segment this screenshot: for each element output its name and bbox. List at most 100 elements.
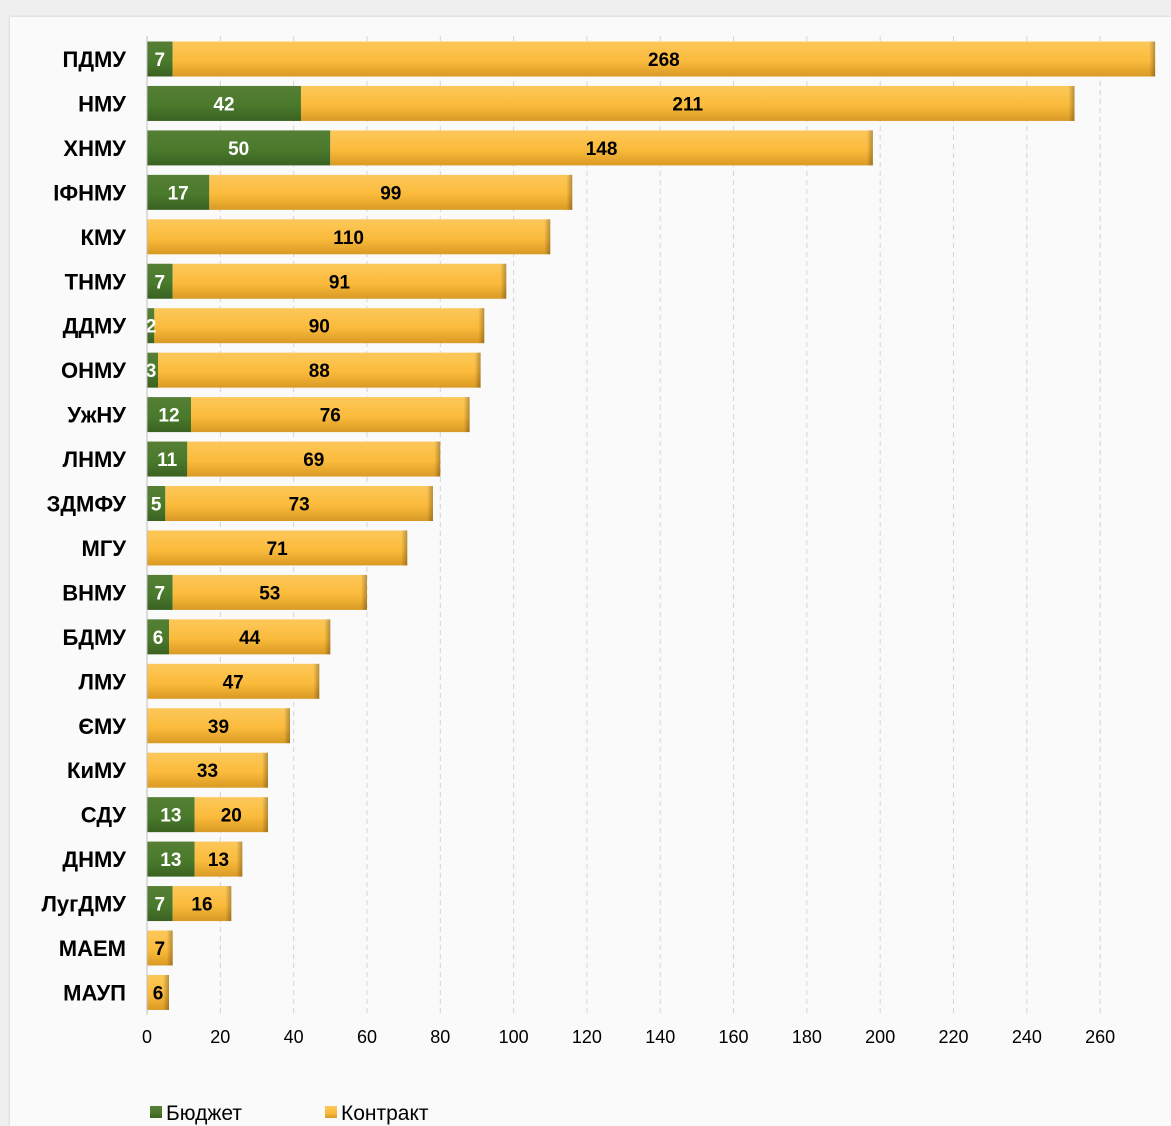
bar-contract-edge <box>1149 41 1156 77</box>
bar-contract-edge <box>463 397 470 433</box>
legend-item-budget: Бюджет <box>166 1102 242 1125</box>
bar-contract <box>168 619 331 655</box>
data-label-contract: 20 <box>221 806 242 827</box>
bar-contract <box>172 886 232 922</box>
category-label: БДМУ <box>63 625 127 650</box>
x-tick-label: 0 <box>142 1027 152 1047</box>
data-label-budget: 7 <box>155 895 166 916</box>
x-tick-label: 20 <box>210 1027 230 1047</box>
bar-contract <box>300 85 1075 121</box>
bar-budget <box>147 41 173 77</box>
data-label-budget: 12 <box>158 406 179 427</box>
category-label: ДНМУ <box>62 847 126 872</box>
bar-contract <box>147 219 551 255</box>
category-label: ЗДМФУ <box>47 492 127 517</box>
data-label-contract: 13 <box>208 850 229 871</box>
data-label-contract: 6 <box>153 983 164 1004</box>
bar-contract <box>190 397 470 433</box>
bar-budget <box>147 85 301 121</box>
bar-budget <box>147 797 195 833</box>
category-label: МГУ <box>82 536 127 561</box>
data-label-budget: 7 <box>155 50 166 71</box>
data-label-contract: 148 <box>586 139 618 160</box>
category-label: ХНМУ <box>63 136 126 161</box>
bar-contract <box>147 663 320 699</box>
data-label-contract: 16 <box>191 895 212 916</box>
bar-contract <box>194 841 243 877</box>
data-label-budget: 3 <box>146 361 157 382</box>
x-tick-label: 200 <box>865 1027 895 1047</box>
category-label: КиМУ <box>67 758 126 783</box>
data-label-contract: 69 <box>303 450 324 471</box>
data-label-contract: 90 <box>309 317 330 338</box>
category-label: НМУ <box>78 91 126 116</box>
legend-swatch <box>150 1106 162 1118</box>
category-label: ЛМУ <box>79 669 127 694</box>
legend-item-contract: Контракт <box>341 1102 429 1125</box>
bar-contract <box>157 352 481 388</box>
bar-contract <box>147 752 268 788</box>
x-tick-label: 180 <box>792 1027 822 1047</box>
x-tick-label: 60 <box>357 1027 377 1047</box>
bar-contract-edge <box>1068 85 1075 121</box>
bar-budget <box>147 619 169 655</box>
category-label: МАЕМ <box>59 936 126 961</box>
data-label-contract: 211 <box>672 94 703 115</box>
bar-budget <box>147 886 173 922</box>
bar-contract <box>194 797 268 833</box>
bar-contract-edge <box>236 841 243 877</box>
data-label-contract: 7 <box>155 939 166 960</box>
data-label-contract: 71 <box>267 539 289 560</box>
data-label-budget: 2 <box>146 317 157 338</box>
x-tick-label: 260 <box>1085 1027 1115 1047</box>
data-label-budget: 13 <box>160 850 181 871</box>
bar-contract <box>165 486 433 521</box>
bar-budget <box>147 841 195 877</box>
x-tick-label: 120 <box>572 1027 602 1047</box>
category-label: ПДМУ <box>63 47 127 72</box>
x-tick-label: 160 <box>719 1027 749 1047</box>
bar-contract-edge <box>474 352 481 388</box>
bar-contract-edge <box>313 663 320 699</box>
data-label-contract: 76 <box>320 406 341 427</box>
bar-contract-edge <box>566 174 573 210</box>
bar-contract <box>154 308 485 344</box>
data-label-contract: 73 <box>289 495 310 516</box>
data-label-budget: 13 <box>160 806 181 827</box>
x-tick-label: 100 <box>499 1027 529 1047</box>
data-label-contract: 33 <box>197 761 218 782</box>
bar-contract-edge <box>866 130 873 166</box>
bar-contract <box>172 574 367 610</box>
category-label: УжНУ <box>67 403 126 428</box>
x-tick-label: 80 <box>430 1027 450 1047</box>
bar-budget <box>147 174 210 210</box>
bar-contract-edge <box>261 752 268 788</box>
bar-budget <box>147 441 188 477</box>
data-label-budget: 11 <box>157 450 178 471</box>
data-label-budget: 7 <box>155 583 166 604</box>
category-label: ІФНМУ <box>53 180 126 205</box>
category-label: МАУП <box>63 980 126 1005</box>
category-label: ЄМУ <box>78 714 126 739</box>
bar-contract-edge <box>434 441 441 477</box>
bar-contract-edge <box>283 708 290 744</box>
bar-contract-edge <box>324 619 331 655</box>
category-label: СДУ <box>81 803 127 828</box>
bar-contract-edge <box>401 530 408 566</box>
legend-swatch <box>325 1106 337 1118</box>
category-label: ТНМУ <box>65 269 127 294</box>
data-label-contract: 47 <box>223 672 244 693</box>
data-label-contract: 99 <box>380 183 401 204</box>
bar-contract-edge <box>478 308 485 344</box>
category-label: ВНМУ <box>62 580 126 605</box>
data-label-contract: 53 <box>259 583 280 604</box>
bar-budget <box>147 486 166 521</box>
bar-contract <box>330 130 873 166</box>
x-tick-label: 40 <box>284 1027 304 1047</box>
bar-contract <box>172 41 1156 77</box>
bar-contract-edge <box>426 486 433 521</box>
bar-contract-edge <box>225 886 232 922</box>
bar-contract-edge <box>162 974 169 1010</box>
bar-contract <box>187 441 441 477</box>
bar-contract-edge <box>261 797 268 833</box>
